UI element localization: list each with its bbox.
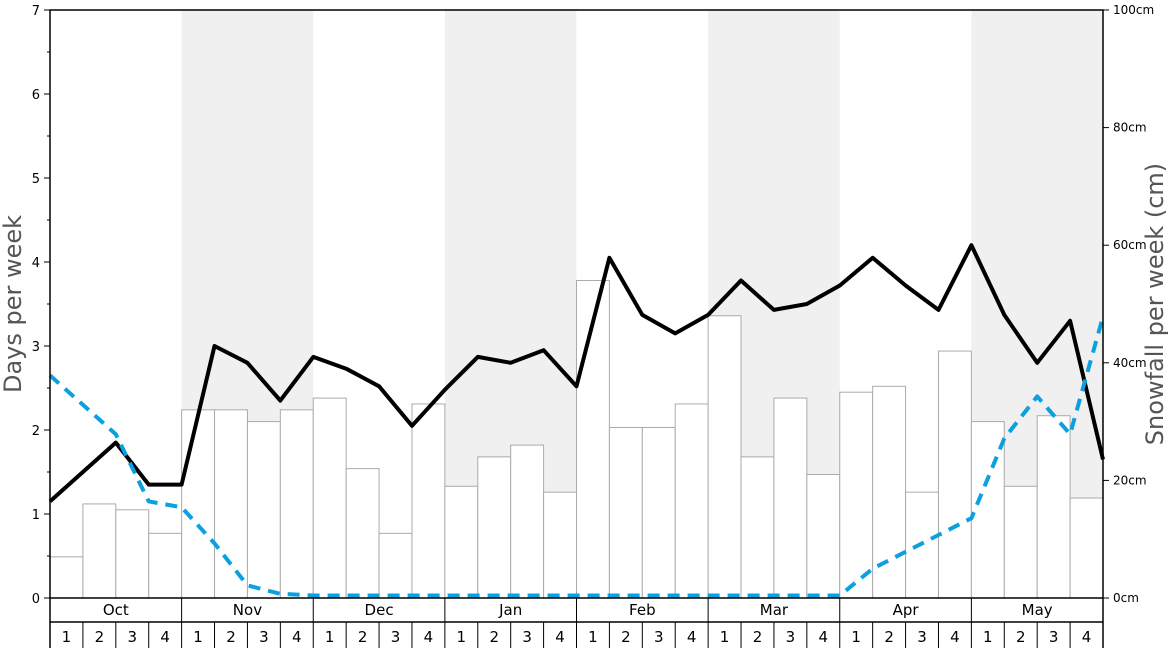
week-label: 1 xyxy=(325,628,335,646)
snowfall-bar xyxy=(1069,497,1104,599)
snowfall-bar xyxy=(411,403,446,599)
snowfall-bar xyxy=(937,350,972,599)
month-label: Mar xyxy=(760,601,789,619)
snowfall-bar xyxy=(773,397,808,599)
week-label: 4 xyxy=(950,628,960,646)
month-label: Dec xyxy=(365,601,394,619)
snowfall-bar xyxy=(1003,485,1038,599)
left-tick-label: 5 xyxy=(32,172,40,187)
right-tick-label: 80cm xyxy=(1113,121,1147,135)
right-tick-label: 0cm xyxy=(1113,591,1139,605)
snowfall-bar xyxy=(148,532,183,599)
snowfall-bar xyxy=(576,279,610,599)
week-label: 3 xyxy=(127,628,137,646)
week-label: 1 xyxy=(851,628,861,646)
snowfall-bar xyxy=(345,468,380,599)
week-label: 3 xyxy=(259,628,269,646)
week-label: 1 xyxy=(193,628,203,646)
snowfall-bar xyxy=(279,409,314,599)
snowfall-bar xyxy=(214,409,248,599)
week-label: 2 xyxy=(226,628,236,646)
left-axis: 0 1 2 3 4 5 6 7 xyxy=(32,4,50,607)
month-label: Oct xyxy=(103,601,129,619)
week-label: 4 xyxy=(160,628,170,646)
week-label: 4 xyxy=(424,628,434,646)
snowfall-bar xyxy=(740,456,775,599)
left-tick-label: 4 xyxy=(32,256,40,271)
month-label: May xyxy=(1022,601,1053,619)
snowfall-bar xyxy=(674,403,709,599)
snowfall-bar xyxy=(312,397,347,599)
week-label: 4 xyxy=(819,628,829,646)
week-label: 4 xyxy=(555,628,565,646)
right-tick-label: 40cm xyxy=(1113,356,1147,370)
week-label: 3 xyxy=(917,628,927,646)
snowfall-bar xyxy=(246,421,281,599)
solid-series-line xyxy=(48,243,1105,503)
dashed-series-line xyxy=(48,316,1105,598)
week-label: 4 xyxy=(1082,628,1092,646)
snowfall-bar xyxy=(181,409,216,599)
day-lines xyxy=(48,243,1105,598)
right-axis: 0cm 20cm 40cm 60cm 80cm 100cm xyxy=(1103,3,1154,605)
week-label: 3 xyxy=(786,628,796,646)
week-label: 2 xyxy=(358,628,368,646)
right-axis-title: Snowfall per week (cm) xyxy=(1141,163,1168,445)
week-label: 4 xyxy=(292,628,302,646)
week-label: 1 xyxy=(720,628,730,646)
week-label: 3 xyxy=(1049,628,1059,646)
week-label: 3 xyxy=(522,628,532,646)
left-tick-label: 0 xyxy=(32,592,40,607)
snowfall-bar xyxy=(82,503,117,599)
snowfall-bars xyxy=(49,279,1104,599)
left-tick-label: 1 xyxy=(32,508,40,523)
month-label: Apr xyxy=(893,601,920,619)
snowfall-bar xyxy=(1036,415,1071,599)
left-tick-label: 3 xyxy=(32,340,40,355)
snowfall-bar xyxy=(608,426,643,599)
snowfall-bar xyxy=(872,385,907,599)
week-label: 1 xyxy=(62,628,72,646)
week-label: 2 xyxy=(95,628,105,646)
right-tick-label: 60cm xyxy=(1113,238,1147,252)
week-label: 2 xyxy=(884,628,894,646)
week-label: 2 xyxy=(489,628,499,646)
snowfall-bar xyxy=(444,485,479,599)
week-label: 3 xyxy=(654,628,664,646)
week-label: 2 xyxy=(1016,628,1026,646)
month-label: Feb xyxy=(629,601,656,619)
snowfall-bar xyxy=(543,491,577,599)
left-tick-label: 6 xyxy=(32,88,40,103)
snowfall-bar xyxy=(806,474,841,599)
week-label: 2 xyxy=(621,628,631,646)
week-label: 1 xyxy=(457,628,467,646)
month-label: Jan xyxy=(498,601,522,619)
snowfall-bar xyxy=(707,315,742,599)
week-label: 3 xyxy=(391,628,401,646)
snowfall-bar xyxy=(510,444,545,599)
month-label: Nov xyxy=(233,601,262,619)
week-label: 2 xyxy=(753,628,763,646)
left-tick-label: 7 xyxy=(32,4,40,19)
right-tick-label: 100cm xyxy=(1113,3,1154,17)
snowfall-bar xyxy=(641,426,676,599)
snowfall-bar xyxy=(378,532,413,599)
week-label: 4 xyxy=(687,628,697,646)
week-label: 1 xyxy=(983,628,993,646)
left-tick-label: 2 xyxy=(32,424,40,439)
right-tick-label: 20cm xyxy=(1113,473,1147,487)
snowfall-bar xyxy=(839,391,874,599)
snowfall-bar xyxy=(477,456,512,599)
left-axis-title: Days per week xyxy=(0,215,27,393)
snowfall-bar xyxy=(115,509,150,599)
snowfall-bar xyxy=(49,556,84,599)
x-axis: Oct 1 2 3 4 Nov 1 2 3 4 Dec 1 2 3 4 Jan 1 2 3 4 Feb 1 2 3 4 Mar 1 2… xyxy=(49,598,1104,648)
week-label: 1 xyxy=(588,628,598,646)
